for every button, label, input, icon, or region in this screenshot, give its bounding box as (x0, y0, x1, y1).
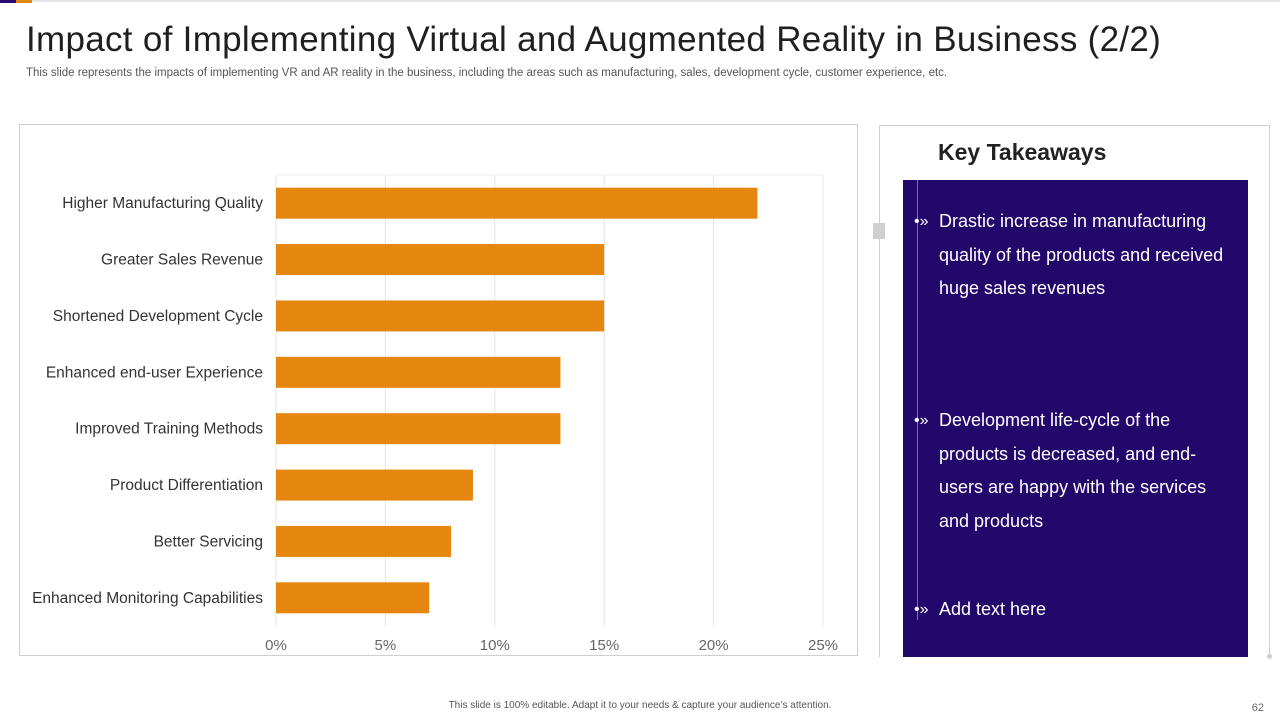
takeaways-title: Key Takeaways (938, 139, 1106, 166)
top-border (0, 0, 1280, 2)
bar (276, 357, 560, 388)
category-label: Greater Sales Revenue (101, 252, 263, 269)
category-label: Enhanced Monitoring Capabilities (32, 590, 263, 607)
bullet-icon: •» (914, 404, 929, 438)
corner-dot (1267, 654, 1272, 659)
footer-note: This slide is 100% editable. Adapt it to… (0, 700, 1280, 711)
takeaway-text: Add text here (914, 593, 1234, 627)
bar (276, 300, 604, 331)
category-label: Shortened Development Cycle (53, 308, 263, 325)
bullet-icon: •» (914, 205, 929, 239)
bar-chart: 0% 5% 10% 15% 20% 25% Higher Manufacturing Qua… (20, 125, 859, 657)
category-label: Improved Training Methods (75, 421, 263, 438)
takeaway-item-2: •» Development life-cycle of the product… (914, 404, 1234, 538)
bullet-icon: •» (914, 593, 929, 627)
takeaway-item-3: •» Add text here (914, 593, 1234, 627)
bar (276, 582, 429, 613)
x-tick-label: 20% (699, 637, 729, 654)
slide-subtitle: This slide represents the impacts of imp… (26, 67, 947, 79)
bar (276, 413, 560, 444)
x-tick-label: 25% (808, 637, 838, 654)
takeaway-item-1: •» Drastic increase in manufacturing qua… (914, 205, 1234, 306)
x-tick-label: 10% (480, 637, 510, 654)
top-accent-purple (0, 0, 16, 3)
page-number: 62 (1252, 702, 1264, 714)
bar (276, 244, 604, 275)
top-accent-orange (16, 0, 32, 3)
chart-container: 0% 5% 10% 15% 20% 25% Higher Manufacturing Qua… (19, 124, 858, 656)
x-tick-label: 0% (265, 637, 287, 654)
bar (276, 470, 473, 501)
category-label: Higher Manufacturing Quality (62, 195, 263, 212)
takeaway-text: Drastic increase in manufacturing qualit… (914, 205, 1234, 306)
x-tick-label: 5% (375, 637, 397, 654)
takeaway-text: Development life-cycle of the products i… (914, 404, 1234, 538)
slide-title: Impact of Implementing Virtual and Augme… (26, 20, 1161, 60)
category-label: Product Differentiation (110, 477, 263, 494)
x-tick-label: 15% (589, 637, 619, 654)
bar (276, 188, 757, 219)
category-label: Better Servicing (154, 533, 263, 550)
category-label: Enhanced end-user Experience (46, 364, 263, 381)
bar (276, 526, 451, 557)
side-tab-marker (873, 223, 885, 239)
